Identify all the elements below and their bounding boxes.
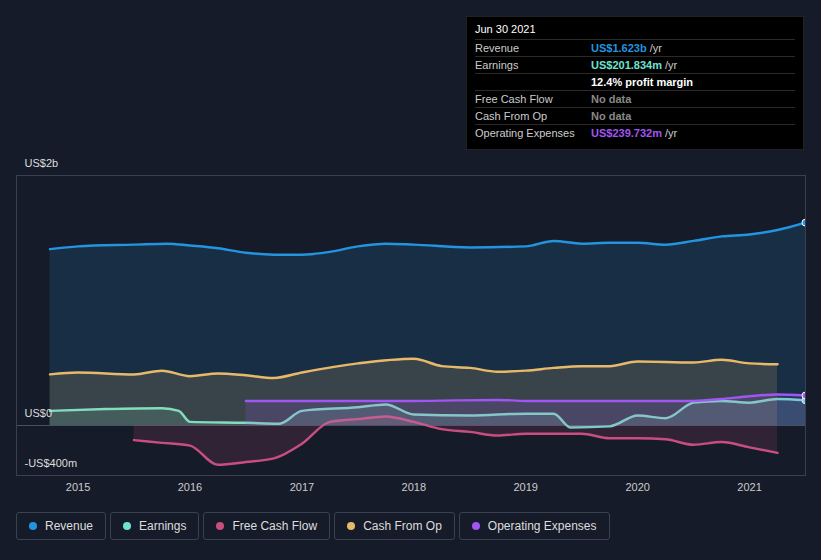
html-text:Operating Expenses: Operating Expenses bbox=[487, 519, 597, 533]
svg-text:-US$400m: -US$400m bbox=[25, 457, 78, 469]
html-text:No data: No data bbox=[591, 110, 632, 122]
html-text:Cash From Op: Cash From Op bbox=[363, 519, 442, 533]
svg-text:2020: 2020 bbox=[625, 481, 649, 493]
svg-text:2021: 2021 bbox=[737, 481, 761, 493]
html-text:Revenue: Revenue bbox=[45, 519, 93, 533]
html-text:Cash From Op: Cash From Op bbox=[475, 110, 548, 122]
html-text:12.4% profit margin: 12.4% profit margin bbox=[591, 76, 694, 88]
svg-text:US$2b: US$2b bbox=[25, 157, 59, 169]
svg-text:2016: 2016 bbox=[178, 481, 202, 493]
html-text:US$1.623b /yr: US$1.623b /yr bbox=[591, 42, 662, 54]
html-text:No data: No data bbox=[591, 93, 632, 105]
html-text:Revenue: Revenue bbox=[475, 42, 519, 54]
html-text:Earnings: Earnings bbox=[475, 59, 519, 71]
svg-text:2019: 2019 bbox=[513, 481, 537, 493]
html-text:Free Cash Flow: Free Cash Flow bbox=[232, 519, 318, 533]
html-text:Operating Expenses: Operating Expenses bbox=[475, 127, 575, 139]
svg-text:2018: 2018 bbox=[402, 481, 426, 493]
svg-text:US$0: US$0 bbox=[25, 407, 53, 419]
svg-text:2017: 2017 bbox=[290, 481, 314, 493]
html-text:US$239.732m /yr: US$239.732m /yr bbox=[591, 127, 678, 139]
html-text:Earnings: Earnings bbox=[139, 519, 187, 533]
html-text:Jun 30 2021: Jun 30 2021 bbox=[475, 23, 536, 35]
html-text:US$201.834m /yr: US$201.834m /yr bbox=[591, 59, 678, 71]
svg-text:2015: 2015 bbox=[66, 481, 90, 493]
html-text:Free Cash Flow: Free Cash Flow bbox=[475, 93, 553, 105]
